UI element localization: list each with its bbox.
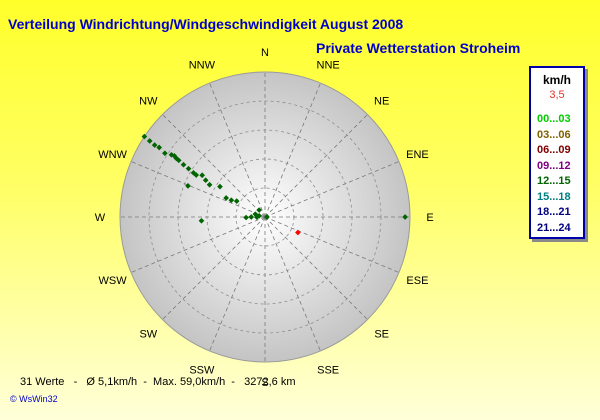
spoke-ne	[264, 114, 368, 218]
direction-label-ese: ESE	[406, 275, 428, 287]
wind-point	[243, 214, 249, 221]
wind-point	[228, 197, 235, 204]
legend-item: 12...15	[537, 175, 571, 187]
wind-point	[256, 207, 262, 213]
legend-unit: km/h	[542, 73, 571, 87]
direction-label-s: S	[261, 377, 268, 389]
wind-point	[223, 195, 229, 201]
spoke-wsw	[130, 216, 266, 273]
direction-labels: N NNE NE ENE E ESE SE SSE S SSW SW WSW W WNW NW NNW	[95, 47, 434, 389]
spoke-sw	[162, 216, 266, 320]
wind-point	[180, 161, 187, 168]
wind-point	[193, 172, 200, 178]
wind-point	[206, 181, 213, 188]
wind-point	[175, 157, 182, 164]
legend-item: 15...18	[537, 190, 571, 203]
wind-point	[202, 177, 209, 184]
direction-label-nw: NW	[139, 95, 158, 107]
direction-label-nne: NNE	[317, 60, 340, 72]
wind-points	[141, 133, 408, 236]
wind-point	[198, 217, 205, 224]
wind-point	[217, 183, 223, 190]
wind-point	[264, 214, 270, 220]
direction-label-sw: SW	[139, 329, 157, 341]
wind-point	[185, 183, 191, 189]
wind-point	[162, 150, 168, 157]
legend-item: 21...24	[537, 221, 571, 234]
software-credit: © WsWin32	[10, 394, 58, 404]
wind-point	[151, 142, 158, 148]
spoke-se	[264, 216, 368, 320]
wind-point	[233, 198, 240, 204]
legend-calm-value: 3,5	[549, 89, 565, 101]
direction-label-ne: NE	[374, 95, 389, 107]
direction-label-e: E	[426, 212, 433, 224]
wind-point	[185, 165, 192, 172]
wind-point	[156, 144, 163, 151]
direction-label-ssw: SSW	[189, 364, 215, 376]
direction-label-n: N	[261, 47, 269, 59]
wind-point	[256, 213, 263, 219]
legend-item: 06...09	[537, 144, 571, 156]
spoke-nnw	[209, 82, 266, 218]
legend-item: 00...03	[537, 113, 571, 125]
direction-label-nnw: NNW	[189, 60, 216, 72]
direction-label-w: W	[95, 212, 106, 224]
direction-spokes	[120, 72, 410, 362]
spoke-sse	[264, 216, 321, 352]
direction-label-ene: ENE	[406, 149, 429, 161]
summary-stats: 31 Werte - Ø 5,1km/h - Max. 59,0km/h - 3…	[20, 376, 296, 388]
speed-legend: km/h 3,5 00...03 03...06 06...09 09...12 12.…	[529, 66, 585, 239]
spoke-ese	[264, 216, 400, 273]
wind-point	[141, 133, 148, 140]
wind-point	[402, 214, 408, 220]
direction-label-sse: SSE	[317, 364, 339, 376]
legend-item: 03...06	[537, 128, 571, 141]
wind-point	[199, 172, 205, 179]
spoke-wnw	[130, 161, 266, 218]
spoke-nne	[264, 82, 321, 218]
legend-item: 09...12	[537, 159, 571, 172]
highlight-point	[295, 229, 301, 236]
spoke-ene	[264, 161, 400, 218]
wind-point	[248, 214, 255, 220]
spoke-nw	[162, 114, 266, 218]
legend-item: 18...21	[537, 206, 571, 218]
direction-label-se: SE	[374, 329, 389, 341]
station-name: Private Wetterstation Stroheim	[316, 40, 521, 56]
direction-label-wnw: WNW	[98, 149, 127, 161]
chart-title: Verteilung Windrichtung/Windgeschwindigk…	[8, 16, 404, 32]
wind-point	[146, 138, 153, 144]
direction-label-wsw: WSW	[99, 275, 128, 287]
spoke-ssw	[209, 216, 266, 352]
